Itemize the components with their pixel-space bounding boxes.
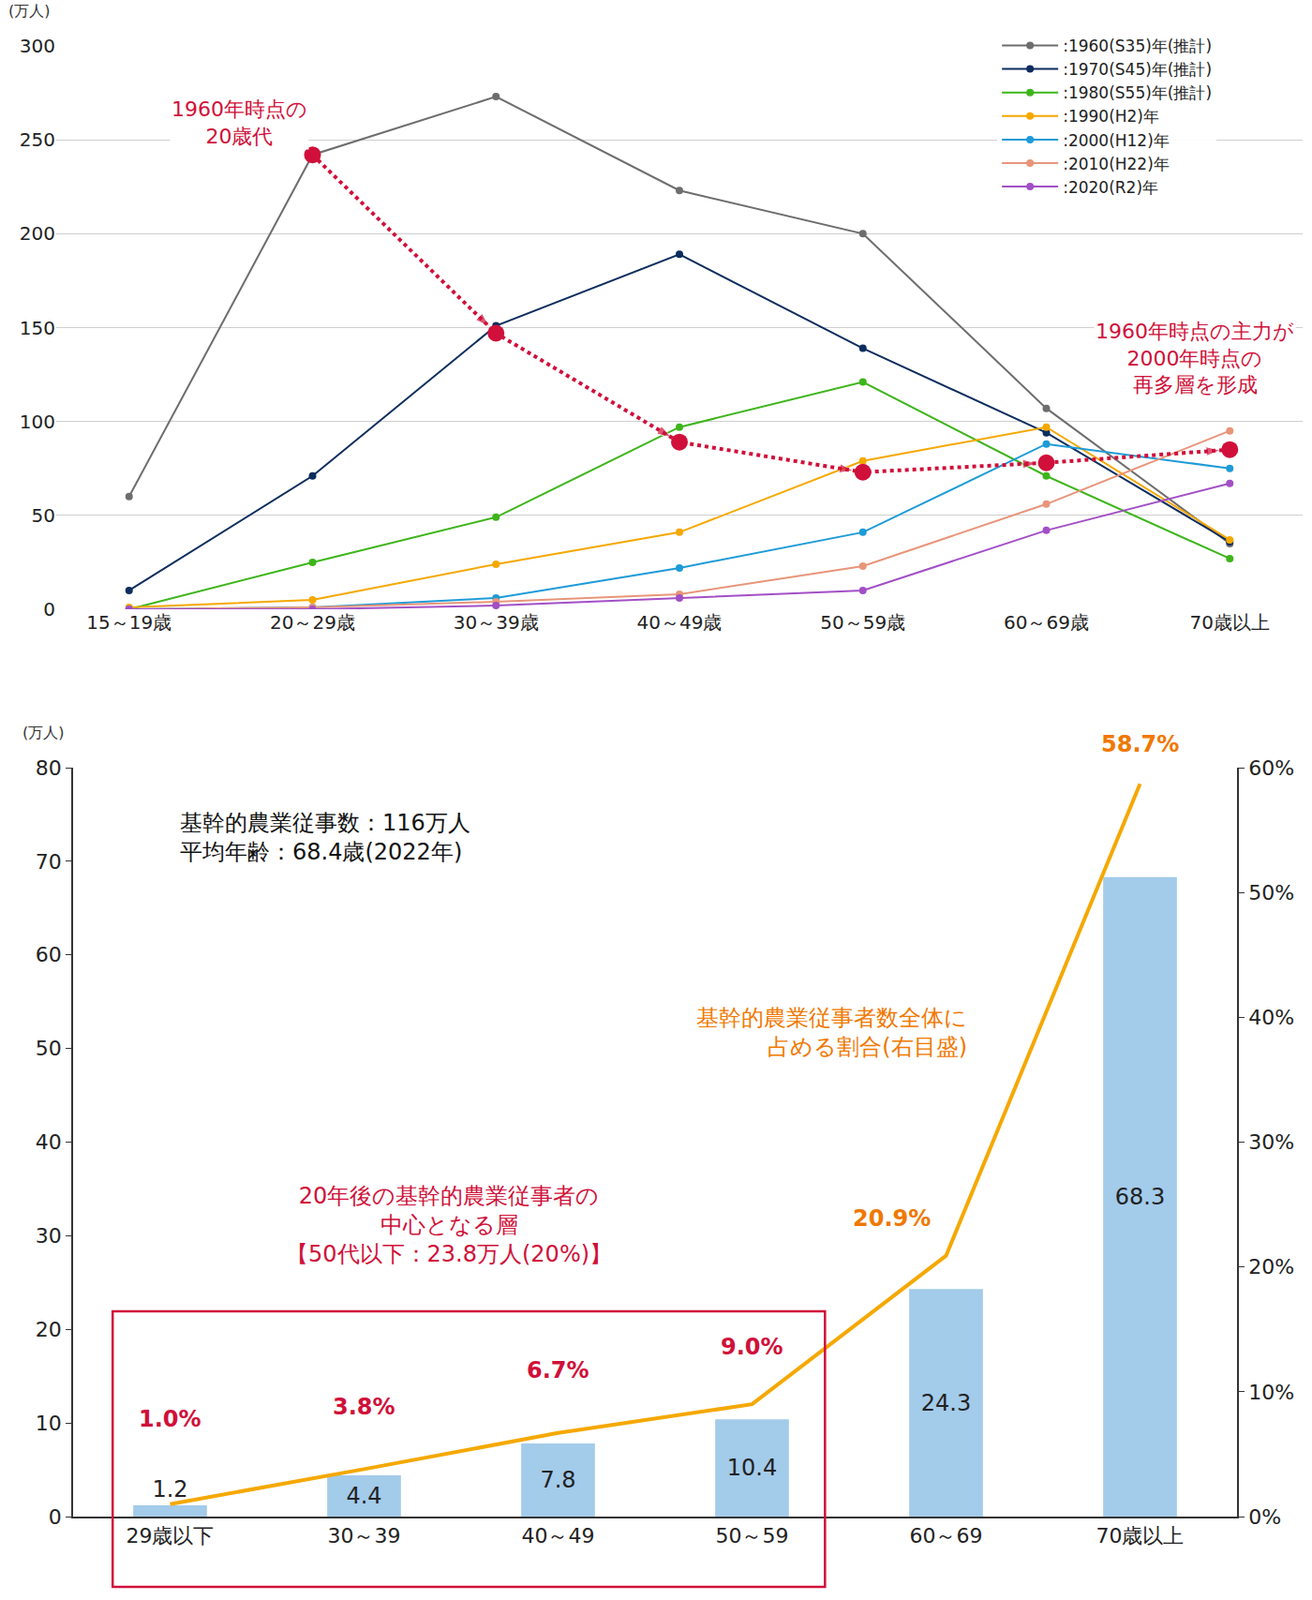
svg-text:10: 10: [35, 1411, 62, 1435]
svg-text:1.0%: 1.0%: [138, 1405, 202, 1432]
svg-text:20～29歳: 20～29歳: [269, 611, 356, 634]
svg-text:50～59: 50～59: [715, 1523, 790, 1548]
svg-text::2020(R2)年: :2020(R2)年: [1062, 178, 1159, 197]
svg-text:50: 50: [35, 1036, 62, 1060]
svg-text:20年後の基幹的農業従事者の中心となる層【50代以下：23.: 20年後の基幹的農業従事者の中心となる層【50代以下：23.8万人(20%)】: [285, 1182, 612, 1268]
svg-text:100: 100: [19, 410, 56, 433]
svg-text::1970(S45)年(推計): :1970(S45)年(推計): [1062, 59, 1212, 79]
svg-text:50: 50: [31, 504, 56, 527]
svg-text:1960年時点の主力が2000年時点の再多層を形成: 1960年時点の主力が2000年時点の再多層を形成: [1095, 319, 1295, 397]
svg-text:70歳以上: 70歳以上: [1096, 1523, 1185, 1548]
svg-text:9.0%: 9.0%: [720, 1333, 784, 1360]
svg-text:24.3: 24.3: [921, 1389, 971, 1417]
svg-text::1960(S35)年(推計): :1960(S35)年(推計): [1062, 36, 1212, 56]
svg-text::1980(S55)年(推計): :1980(S55)年(推計): [1062, 83, 1212, 103]
svg-text:7.8: 7.8: [539, 1466, 576, 1493]
svg-text:10.4: 10.4: [727, 1454, 777, 1481]
svg-text:29歳以下: 29歳以下: [126, 1523, 215, 1548]
svg-text:基幹的農業従事数：116万人平均年齢：68.4歳(2022年: 基幹的農業従事数：116万人平均年齢：68.4歳(2022年): [179, 809, 471, 865]
svg-text:4.4: 4.4: [345, 1482, 382, 1509]
svg-text:200: 200: [19, 222, 56, 245]
svg-text:6.7%: 6.7%: [526, 1356, 590, 1384]
svg-text:58.7%: 58.7%: [1101, 730, 1179, 758]
svg-text:150: 150: [19, 316, 56, 340]
svg-text:70歳以上: 70歳以上: [1190, 611, 1270, 634]
svg-text:50～59歳: 50～59歳: [820, 611, 906, 634]
svg-text:40%: 40%: [1248, 1005, 1295, 1029]
svg-text::2010(H22)年: :2010(H22)年: [1062, 154, 1170, 174]
svg-text:80: 80: [35, 756, 62, 780]
svg-text:30～39: 30～39: [328, 1523, 402, 1548]
svg-text:60%: 60%: [1248, 756, 1295, 780]
svg-text:60～69: 60～69: [909, 1523, 984, 1548]
svg-text:60: 60: [35, 942, 62, 967]
svg-text:250: 250: [19, 128, 56, 151]
svg-text:20%: 20%: [1248, 1254, 1295, 1279]
svg-text:68.3: 68.3: [1115, 1183, 1165, 1210]
svg-text:3.8%: 3.8%: [332, 1393, 396, 1420]
svg-text:40: 40: [35, 1130, 62, 1154]
svg-text:40～49: 40～49: [521, 1523, 596, 1548]
svg-text:40～49歳: 40～49歳: [637, 611, 723, 634]
svg-text:20.9%: 20.9%: [852, 1205, 931, 1232]
svg-text:30～39歳: 30～39歳: [453, 611, 539, 634]
svg-text:0: 0: [48, 1505, 62, 1529]
svg-text:0%: 0%: [1248, 1505, 1282, 1529]
svg-text:30%: 30%: [1248, 1130, 1295, 1154]
svg-text:10%: 10%: [1248, 1380, 1295, 1404]
svg-text:50%: 50%: [1248, 880, 1295, 905]
svg-text:1960年時点の20歳代: 1960年時点の20歳代: [171, 97, 308, 149]
svg-text:300: 300: [19, 34, 56, 58]
svg-text:30: 30: [35, 1223, 62, 1248]
svg-text:1.2: 1.2: [151, 1476, 188, 1503]
svg-text:(万人): (万人): [8, 1, 50, 20]
svg-text:20: 20: [35, 1317, 62, 1342]
svg-text:70: 70: [35, 849, 62, 874]
svg-text::2000(H12)年: :2000(H12)年: [1062, 131, 1170, 150]
svg-text:基幹的農業従事者数全体に占める割合(右目盛): 基幹的農業従事者数全体に占める割合(右目盛): [696, 1004, 968, 1060]
svg-text:0: 0: [43, 597, 56, 621]
svg-text:60～69歳: 60～69歳: [1003, 611, 1089, 634]
svg-text::1990(H2)年: :1990(H2)年: [1062, 106, 1160, 126]
svg-text:15～19歳: 15～19歳: [86, 611, 172, 634]
svg-text:(万人): (万人): [22, 723, 64, 742]
